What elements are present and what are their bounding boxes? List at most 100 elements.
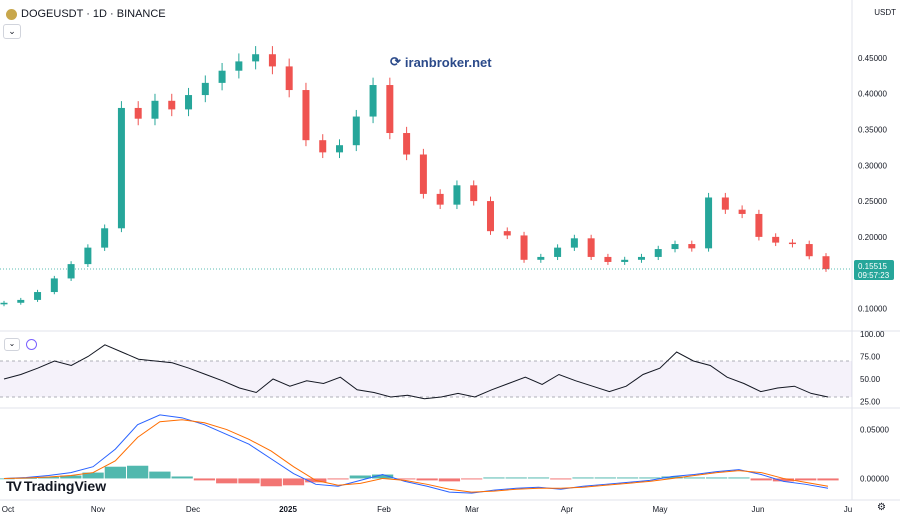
macd-histogram-bar bbox=[817, 478, 839, 481]
macd-histogram-bar bbox=[483, 477, 505, 479]
time-tick-label: Apr bbox=[561, 505, 574, 514]
candle-body bbox=[637, 256, 645, 260]
candle-body bbox=[84, 247, 92, 265]
candle-body bbox=[17, 299, 25, 303]
rsi-tick-label: 50.00 bbox=[860, 375, 881, 384]
macd-histogram-bar bbox=[171, 476, 193, 479]
macd-histogram-bar bbox=[126, 465, 149, 479]
macd-histogram-bar bbox=[238, 478, 260, 484]
candle-body bbox=[336, 145, 344, 153]
chevron-down-icon[interactable]: ⌄ bbox=[4, 338, 20, 351]
rsi-tick-label: 75.00 bbox=[860, 353, 881, 362]
price-tick-label: 0.35000 bbox=[858, 125, 887, 134]
candle-body bbox=[554, 247, 562, 257]
time-tick-label: Feb bbox=[377, 505, 391, 514]
price-tick-label: 0.40000 bbox=[858, 90, 887, 99]
time-tick-label: Mar bbox=[465, 505, 479, 514]
candle-body bbox=[0, 302, 8, 305]
candle-body bbox=[755, 213, 763, 237]
macd-histogram-bar bbox=[639, 477, 661, 479]
candle-body bbox=[453, 185, 461, 205]
macd-histogram-bar bbox=[327, 478, 349, 480]
candle-body bbox=[805, 244, 813, 257]
macd-histogram-bar bbox=[706, 477, 728, 479]
macd-histogram-bar bbox=[795, 478, 817, 481]
price-tick-label: 0.20000 bbox=[858, 233, 887, 242]
signal-line bbox=[3, 419, 829, 493]
candle-body bbox=[688, 244, 696, 249]
candle-body bbox=[302, 90, 310, 141]
candle-body bbox=[151, 100, 159, 119]
candle-body bbox=[738, 209, 746, 214]
macd-histogram-bar bbox=[371, 474, 394, 479]
tradingview-text: TradingView bbox=[23, 478, 107, 494]
macd-histogram-bar bbox=[282, 478, 305, 486]
rsi-tick-label: 100.00 bbox=[860, 330, 885, 339]
candle-body bbox=[436, 193, 444, 205]
candle-body bbox=[34, 292, 42, 300]
candle-body bbox=[486, 201, 494, 232]
price-badge bbox=[854, 260, 894, 281]
refresh-icon[interactable] bbox=[26, 339, 37, 350]
candle-body bbox=[403, 133, 411, 155]
macd-histogram-bar bbox=[193, 478, 216, 481]
time-tick-label: Nov bbox=[91, 505, 105, 514]
time-tick-label: Ju bbox=[844, 505, 852, 514]
time-tick-label: Oct bbox=[2, 505, 15, 514]
gear-icon[interactable]: ⚙ bbox=[877, 502, 886, 513]
candle-body bbox=[369, 85, 377, 117]
macd-histogram-bar bbox=[750, 478, 772, 481]
time-tick-label: Jun bbox=[752, 505, 765, 514]
candle-body bbox=[604, 256, 612, 262]
candle-body bbox=[67, 264, 75, 279]
watermark-logo-icon: ⟳ bbox=[390, 54, 401, 69]
candle-body bbox=[570, 238, 578, 248]
macd-histogram-bar bbox=[772, 478, 795, 482]
candle-body bbox=[117, 107, 125, 229]
rsi-tick-label: 25.00 bbox=[860, 398, 881, 407]
candle-body bbox=[788, 242, 796, 245]
candle-body bbox=[503, 231, 511, 236]
candle-body bbox=[419, 154, 427, 194]
price-badge-countdown: 09:57:23 bbox=[858, 271, 890, 280]
time-tick-label: Dec bbox=[186, 505, 200, 514]
candle-body bbox=[721, 197, 729, 210]
candle-body bbox=[185, 95, 193, 110]
candle-body bbox=[235, 61, 243, 71]
rsi-band bbox=[0, 361, 852, 397]
macd-histogram-bar bbox=[82, 472, 104, 479]
currency-label[interactable]: USDT bbox=[874, 8, 896, 17]
chevron-down-icon[interactable]: ⌄ bbox=[3, 24, 21, 39]
macd-line bbox=[3, 414, 829, 494]
rsi-line bbox=[3, 344, 829, 400]
candle-body bbox=[285, 66, 293, 91]
indicator-controls: ⌄ bbox=[4, 338, 37, 351]
candle-body bbox=[705, 197, 713, 249]
macd-histogram-bar bbox=[594, 477, 616, 479]
macd-histogram-bar bbox=[394, 478, 416, 480]
macd-histogram-bar bbox=[416, 478, 438, 481]
tradingview-mark-icon: TV bbox=[6, 478, 22, 494]
candle-body bbox=[520, 235, 528, 260]
macd-histogram-bar bbox=[572, 477, 594, 479]
tradingview-logo[interactable]: TV TradingView bbox=[6, 478, 106, 494]
macd-histogram-bar bbox=[438, 478, 461, 482]
candle-body bbox=[386, 85, 394, 134]
candle-body bbox=[654, 249, 662, 257]
candle-body bbox=[537, 256, 545, 260]
macd-histogram-bar bbox=[216, 478, 238, 484]
watermark-text: iranbroker.net bbox=[404, 54, 492, 70]
time-tick-label: May bbox=[652, 505, 667, 514]
macd-histogram-bar bbox=[461, 478, 483, 480]
macd-histogram-bar bbox=[349, 475, 371, 479]
macd-tick-label: 0.00000 bbox=[860, 474, 889, 483]
candle-body bbox=[218, 70, 226, 83]
macd-histogram-bar bbox=[260, 478, 282, 487]
macd-histogram-bar bbox=[683, 477, 706, 479]
price-tick-label: 0.30000 bbox=[858, 161, 887, 170]
symbol-title: DOGEUSDT · 1D · BINANCE bbox=[21, 8, 166, 20]
macd-histogram-bar bbox=[37, 476, 60, 479]
candle-body bbox=[101, 228, 109, 248]
symbol-header[interactable]: DOGEUSDT · 1D · BINANCE bbox=[6, 8, 166, 20]
